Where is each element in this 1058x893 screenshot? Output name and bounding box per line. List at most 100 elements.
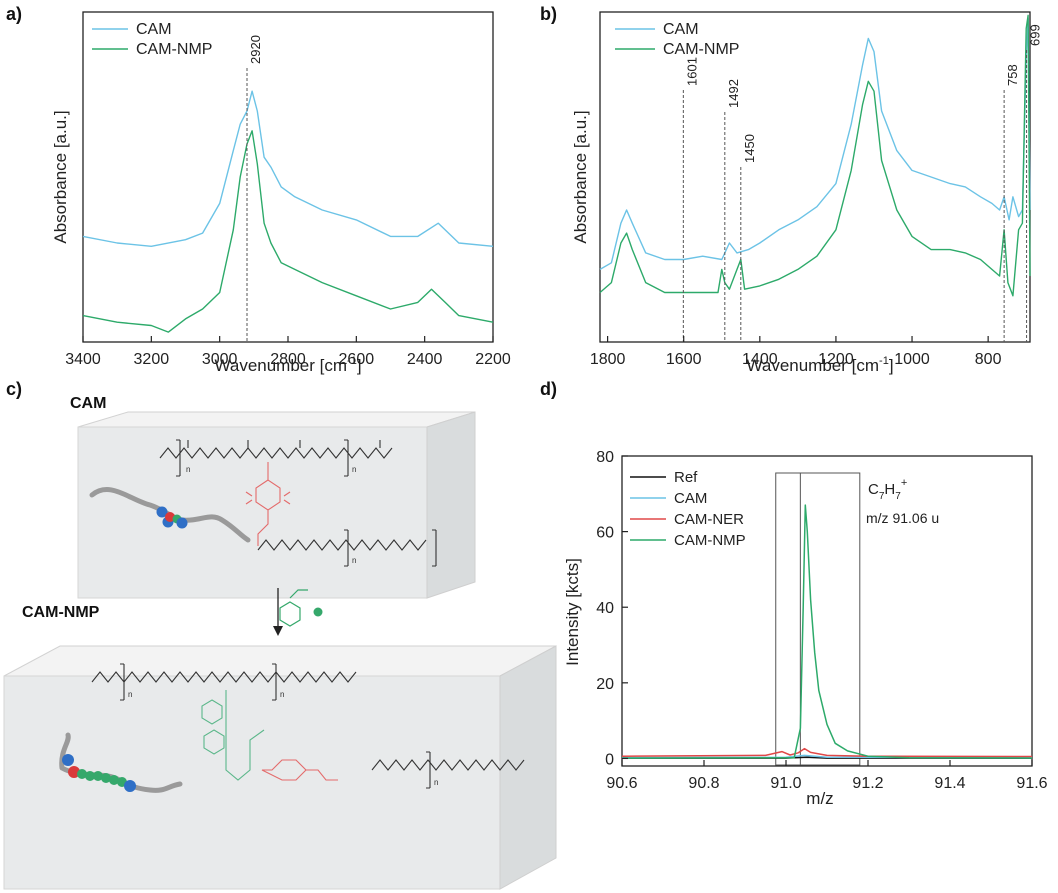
styrene-unit-2 bbox=[203, 729, 225, 755]
bottom-block-side-face bbox=[499, 645, 557, 890]
bottom-chain-cartoon bbox=[59, 732, 183, 793]
top-bead-blue-1 bbox=[156, 506, 168, 518]
bottom-n-sub-3: n bbox=[434, 778, 438, 787]
styrene-bead bbox=[313, 607, 323, 617]
bottom-backbone bbox=[91, 671, 357, 683]
series-cam-line bbox=[82, 90, 494, 247]
annotation-label: 1492 bbox=[726, 79, 741, 108]
panel-a-frame bbox=[82, 11, 494, 343]
panel-a-y-label: Absorbance [a.u.] bbox=[51, 110, 70, 243]
top-block-front-face bbox=[77, 426, 428, 599]
panel-d-label: d) bbox=[540, 379, 557, 399]
mass-window-outer-box bbox=[775, 472, 861, 766]
y-tick-label: 80 bbox=[596, 449, 614, 466]
x-tick-label: 3400 bbox=[65, 351, 101, 368]
panel-d-x-ticks: 90.6 90.8 91.0 91.2 91.4 91.6 bbox=[606, 760, 1048, 792]
panel-b-label: b) bbox=[540, 4, 557, 24]
panel-b-x-label: Wavenumber [cm-1] bbox=[746, 355, 893, 375]
panel-a-series bbox=[82, 90, 494, 333]
top-chain-cartoon bbox=[89, 487, 251, 543]
panel-b-series bbox=[599, 14, 1031, 297]
legend-label: CAM-NER bbox=[674, 511, 744, 528]
bottom-nitroxide-ring bbox=[261, 759, 338, 781]
series-cam-line bbox=[599, 17, 1031, 271]
top-molecule bbox=[159, 439, 393, 477]
top-nitroxide bbox=[245, 462, 291, 546]
panel-a-label: a) bbox=[6, 4, 22, 24]
x-tick-label: 2600 bbox=[339, 351, 375, 368]
bottom-block-top-face bbox=[3, 645, 557, 677]
bottom-block-front-face bbox=[3, 675, 501, 890]
series-cam-nmp-line bbox=[82, 130, 494, 333]
x-tick-label: 91.0 bbox=[770, 775, 801, 792]
y-tick-label: 60 bbox=[596, 525, 614, 542]
bottom-bead-green-1 bbox=[77, 769, 87, 779]
top-n-sub-1: n bbox=[186, 465, 190, 474]
bottom-n-sub-1: n bbox=[128, 690, 132, 699]
annotation-label: 699 bbox=[1028, 24, 1043, 46]
cam-nmp-label: CAM-NMP bbox=[22, 604, 100, 621]
x-tick-label: 2400 bbox=[407, 351, 443, 368]
top-bead-blue-3 bbox=[176, 517, 188, 529]
panel-a-x-label: Wavenumber [cm-1] bbox=[214, 355, 361, 375]
legend-label: CAM-NMP bbox=[663, 41, 739, 58]
bottom-bead-red bbox=[68, 766, 80, 778]
top-lower-backbone bbox=[257, 539, 427, 551]
x-tick-label: 2200 bbox=[475, 351, 511, 368]
panel-a-x-ticks: 3400 3200 3000 2800 2600 2400 2200 bbox=[65, 336, 511, 368]
top-block-top-face bbox=[77, 411, 476, 428]
x-tick-label: 1600 bbox=[666, 351, 702, 368]
top-brackets-1 bbox=[179, 440, 349, 476]
bottom-nitroxide bbox=[261, 759, 338, 781]
x-tick-label: 1200 bbox=[818, 351, 854, 368]
nitroxide-ring bbox=[255, 462, 281, 546]
styrene-chain bbox=[225, 690, 265, 781]
x-tick-label: 91.4 bbox=[934, 775, 965, 792]
top-block bbox=[77, 411, 476, 599]
bottom-lower-backbone bbox=[371, 759, 525, 771]
nitroxide-methyls bbox=[245, 491, 291, 505]
bottom-block bbox=[3, 645, 557, 890]
panel-b-legend: CAM CAM-NMP bbox=[615, 21, 739, 58]
panel-d-y-ticks: 0 20 40 60 80 bbox=[596, 449, 628, 768]
styrene-unit-1 bbox=[201, 699, 223, 725]
panel-d-highlight-boxes bbox=[775, 472, 861, 766]
panel-c-label: c) bbox=[6, 379, 22, 399]
bottom-bead-green-3 bbox=[93, 771, 103, 781]
panel-d-frame bbox=[621, 455, 1033, 767]
bottom-bead-blue-2 bbox=[124, 780, 136, 792]
x-tick-label: 91.2 bbox=[852, 775, 883, 792]
panel-d-x-label: m/z bbox=[806, 789, 833, 808]
styrene-ring bbox=[279, 601, 301, 627]
reaction-arrow bbox=[273, 588, 323, 636]
top-lower-brackets bbox=[344, 529, 437, 567]
legend-label: CAM bbox=[136, 21, 172, 38]
bottom-lower-brackets bbox=[426, 751, 431, 789]
panel-d-series bbox=[621, 504, 1033, 759]
panel-d-mz-annotation: m/z 91.06 u bbox=[866, 510, 939, 526]
bottom-bead-green-2 bbox=[85, 771, 95, 781]
panel-d-y-label: Intensity [kcts] bbox=[563, 558, 582, 666]
panel-d: d) 90.6 90.8 91.0 91.2 91.4 91.6 0 20 40 60 80 m/… bbox=[540, 379, 1048, 808]
x-tick-label: 91.6 bbox=[1016, 775, 1047, 792]
panel-c-schematic: c) CAM n n n bbox=[3, 379, 557, 890]
annotation-label: 758 bbox=[1005, 64, 1020, 86]
panel-d-ion-formula: C7H7+ bbox=[868, 477, 907, 502]
legend-label: Ref bbox=[674, 469, 698, 486]
x-tick-label: 1000 bbox=[894, 351, 930, 368]
series-cam-ner-line bbox=[621, 747, 1033, 758]
top-n-sub-2: n bbox=[352, 465, 356, 474]
top-backbone bbox=[159, 447, 393, 459]
annotation-label: 1601 bbox=[684, 57, 699, 86]
annotation-label: 1450 bbox=[742, 134, 757, 163]
x-tick-label: 1800 bbox=[590, 351, 626, 368]
top-bead-red bbox=[165, 512, 175, 522]
top-block-side-face bbox=[426, 411, 476, 599]
panel-b-x-ticks: 1800 1600 1400 1200 1000 800 bbox=[590, 336, 1002, 368]
bottom-styrene-units bbox=[201, 690, 265, 781]
panel-b-y-label: Absorbance [a.u.] bbox=[571, 110, 590, 243]
panel-d-legend: Ref CAM CAM-NER CAM-NMP bbox=[630, 469, 746, 549]
annotation-label: 2920 bbox=[248, 35, 263, 64]
panel-a-annotations: 2920 bbox=[246, 35, 263, 342]
